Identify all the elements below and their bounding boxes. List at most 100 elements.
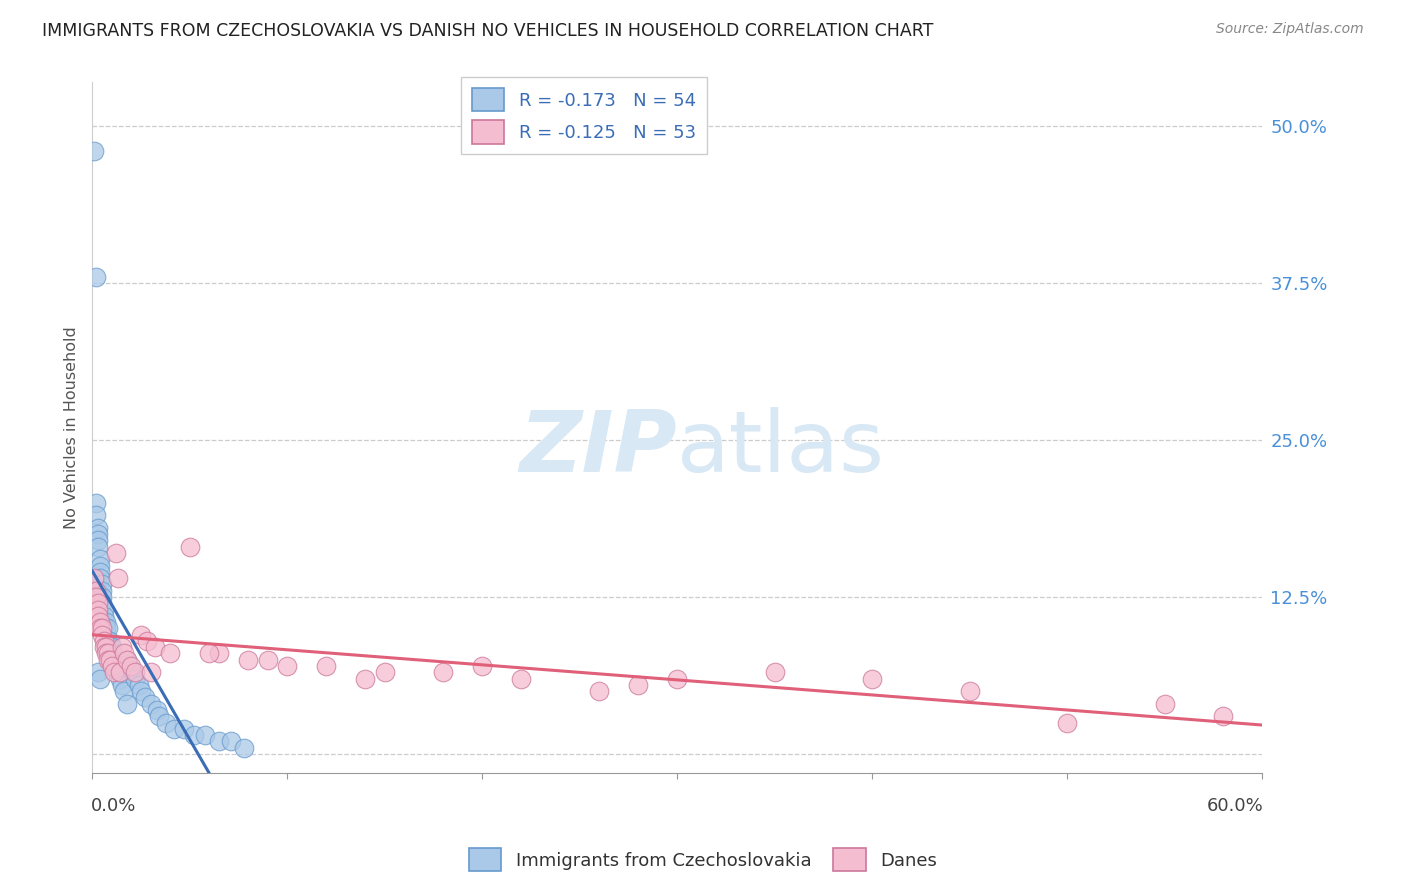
Point — [148, 709, 170, 723]
Point — [94, 640, 117, 655]
Point — [98, 640, 121, 655]
Point — [101, 659, 124, 673]
Point — [94, 647, 117, 661]
Point — [103, 653, 125, 667]
Point — [129, 627, 152, 641]
Point — [208, 734, 231, 748]
Point — [89, 615, 111, 629]
Point — [108, 672, 131, 686]
Text: Source: ZipAtlas.com: Source: ZipAtlas.com — [1216, 22, 1364, 37]
Point — [112, 684, 135, 698]
Point — [94, 615, 117, 629]
Point — [87, 527, 110, 541]
Point — [98, 653, 121, 667]
Point — [91, 577, 114, 591]
Point — [111, 640, 134, 655]
Point — [117, 653, 139, 667]
Legend: R = -0.173   N = 54, R = -0.125   N = 53: R = -0.173 N = 54, R = -0.125 N = 53 — [461, 78, 706, 154]
Point — [93, 634, 115, 648]
Point — [198, 647, 221, 661]
Point — [91, 621, 114, 635]
Point — [374, 665, 396, 680]
Point — [98, 634, 121, 648]
Point — [159, 647, 181, 661]
Point — [471, 659, 494, 673]
Point — [84, 590, 107, 604]
Point — [143, 640, 166, 655]
Point — [124, 672, 146, 686]
Y-axis label: No Vehicles in Household: No Vehicles in Household — [65, 326, 79, 529]
Point — [83, 571, 105, 585]
Point — [91, 596, 114, 610]
Point — [83, 145, 105, 159]
Point — [959, 684, 981, 698]
Point — [124, 665, 146, 680]
Point — [103, 665, 125, 680]
Point — [1056, 715, 1078, 730]
Point — [257, 653, 280, 667]
Point — [97, 634, 120, 648]
Point — [101, 647, 124, 661]
Point — [238, 653, 260, 667]
Point — [118, 659, 141, 673]
Point — [510, 672, 533, 686]
Point — [173, 722, 195, 736]
Point — [163, 722, 186, 736]
Point — [134, 690, 156, 705]
Point — [117, 697, 139, 711]
Point — [763, 665, 786, 680]
Point — [84, 583, 107, 598]
Point — [93, 602, 115, 616]
Point — [107, 571, 129, 585]
Point — [112, 647, 135, 661]
Point — [97, 653, 120, 667]
Point — [233, 740, 256, 755]
Point — [276, 659, 298, 673]
Point — [87, 583, 110, 598]
Text: IMMIGRANTS FROM CZECHOSLOVAKIA VS DANISH NO VEHICLES IN HOUSEHOLD CORRELATION CH: IMMIGRANTS FROM CZECHOSLOVAKIA VS DANISH… — [42, 22, 934, 40]
Point — [87, 540, 110, 554]
Point — [87, 596, 110, 610]
Point — [183, 728, 205, 742]
Text: 60.0%: 60.0% — [1206, 797, 1263, 814]
Point — [155, 715, 177, 730]
Point — [588, 684, 610, 698]
Point — [87, 665, 110, 680]
Point — [139, 697, 162, 711]
Point — [91, 590, 114, 604]
Point — [354, 672, 377, 686]
Point — [89, 571, 111, 585]
Point — [87, 602, 110, 616]
Point — [94, 621, 117, 635]
Point — [1212, 709, 1234, 723]
Point — [93, 640, 115, 655]
Point — [219, 734, 242, 748]
Point — [129, 684, 152, 698]
Point — [89, 552, 111, 566]
Point — [91, 627, 114, 641]
Point — [179, 540, 201, 554]
Point — [666, 672, 689, 686]
Point — [139, 665, 162, 680]
Point — [87, 533, 110, 548]
Point — [432, 665, 454, 680]
Point — [84, 496, 107, 510]
Point — [101, 640, 124, 655]
Point — [91, 583, 114, 598]
Text: ZIP: ZIP — [520, 407, 678, 490]
Point — [84, 269, 107, 284]
Text: 0.0%: 0.0% — [91, 797, 136, 814]
Point — [208, 647, 231, 661]
Point — [117, 653, 139, 667]
Point — [97, 647, 120, 661]
Point — [107, 665, 129, 680]
Text: atlas: atlas — [678, 407, 886, 490]
Point — [136, 634, 159, 648]
Legend: Immigrants from Czechoslovakia, Danes: Immigrants from Czechoslovakia, Danes — [461, 841, 945, 879]
Point — [89, 621, 111, 635]
Point — [122, 665, 145, 680]
Point — [97, 621, 120, 635]
Point — [194, 728, 217, 742]
Point — [104, 659, 127, 673]
Point — [104, 546, 127, 560]
